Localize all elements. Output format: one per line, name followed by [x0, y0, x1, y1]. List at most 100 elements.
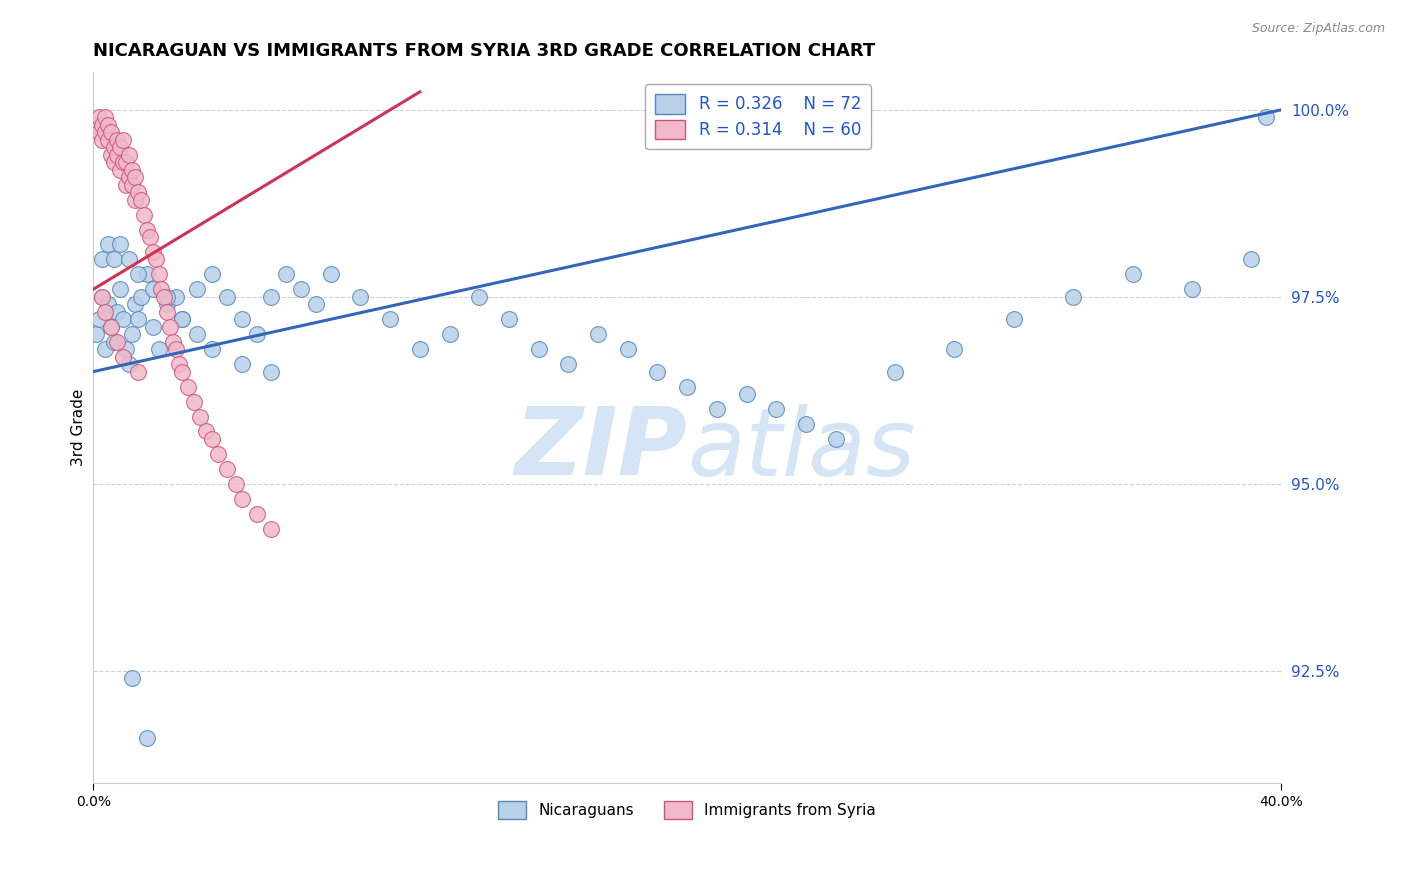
Point — [111, 133, 134, 147]
Point — [215, 462, 238, 476]
Point — [156, 290, 179, 304]
Point — [89, 111, 111, 125]
Point — [108, 140, 131, 154]
Point — [319, 268, 342, 282]
Point — [94, 125, 117, 139]
Point — [91, 290, 114, 304]
Point — [245, 327, 267, 342]
Point — [165, 290, 187, 304]
Point — [884, 365, 907, 379]
Point — [105, 133, 128, 147]
Point — [290, 282, 312, 296]
Point — [201, 268, 224, 282]
Point — [150, 282, 173, 296]
Point — [94, 305, 117, 319]
Text: NICARAGUAN VS IMMIGRANTS FROM SYRIA 3RD GRADE CORRELATION CHART: NICARAGUAN VS IMMIGRANTS FROM SYRIA 3RD … — [93, 42, 876, 60]
Point — [124, 193, 146, 207]
Point — [260, 522, 283, 536]
Point — [91, 118, 114, 132]
Point — [127, 185, 149, 199]
Point — [1181, 282, 1204, 296]
Point — [527, 342, 550, 356]
Point — [97, 118, 120, 132]
Point — [111, 155, 134, 169]
Point — [824, 432, 846, 446]
Point — [195, 425, 218, 439]
Point — [124, 170, 146, 185]
Point — [145, 252, 167, 267]
Point — [84, 327, 107, 342]
Point — [100, 125, 122, 139]
Point — [153, 290, 176, 304]
Y-axis label: 3rd Grade: 3rd Grade — [72, 389, 86, 467]
Point — [616, 342, 638, 356]
Point — [115, 342, 138, 356]
Point — [91, 290, 114, 304]
Point — [162, 334, 184, 349]
Point — [439, 327, 461, 342]
Point — [1240, 252, 1263, 267]
Point — [156, 297, 179, 311]
Point — [105, 334, 128, 349]
Point — [676, 379, 699, 393]
Point — [142, 282, 165, 296]
Point — [105, 305, 128, 319]
Point — [1122, 268, 1144, 282]
Point — [305, 297, 328, 311]
Point — [172, 365, 194, 379]
Point — [94, 111, 117, 125]
Point — [943, 342, 966, 356]
Point — [706, 402, 728, 417]
Point — [118, 147, 141, 161]
Point — [1062, 290, 1084, 304]
Point — [245, 507, 267, 521]
Point — [100, 319, 122, 334]
Point — [207, 447, 229, 461]
Point — [188, 409, 211, 424]
Point — [127, 312, 149, 326]
Point — [111, 350, 134, 364]
Point — [115, 155, 138, 169]
Point — [100, 319, 122, 334]
Point — [159, 319, 181, 334]
Text: Source: ZipAtlas.com: Source: ZipAtlas.com — [1251, 22, 1385, 36]
Point — [231, 491, 253, 506]
Point — [647, 365, 669, 379]
Point — [121, 162, 143, 177]
Point — [129, 193, 152, 207]
Point — [169, 357, 191, 371]
Point — [118, 252, 141, 267]
Point — [409, 342, 432, 356]
Point — [105, 147, 128, 161]
Point — [135, 268, 157, 282]
Point — [89, 125, 111, 139]
Point — [231, 312, 253, 326]
Point — [94, 342, 117, 356]
Point — [765, 402, 787, 417]
Point — [111, 312, 134, 326]
Point — [260, 290, 283, 304]
Point — [124, 297, 146, 311]
Point — [468, 290, 491, 304]
Point — [498, 312, 520, 326]
Point — [127, 268, 149, 282]
Point — [121, 178, 143, 192]
Point — [183, 394, 205, 409]
Text: ZIP: ZIP — [515, 403, 688, 495]
Point — [103, 140, 125, 154]
Point — [108, 282, 131, 296]
Point — [1256, 111, 1278, 125]
Point — [172, 312, 194, 326]
Point — [89, 312, 111, 326]
Point — [103, 155, 125, 169]
Point — [108, 162, 131, 177]
Point — [186, 282, 208, 296]
Point — [177, 379, 200, 393]
Point — [103, 252, 125, 267]
Point — [586, 327, 609, 342]
Point — [142, 244, 165, 259]
Point — [129, 290, 152, 304]
Point — [148, 342, 170, 356]
Point — [378, 312, 401, 326]
Point — [156, 305, 179, 319]
